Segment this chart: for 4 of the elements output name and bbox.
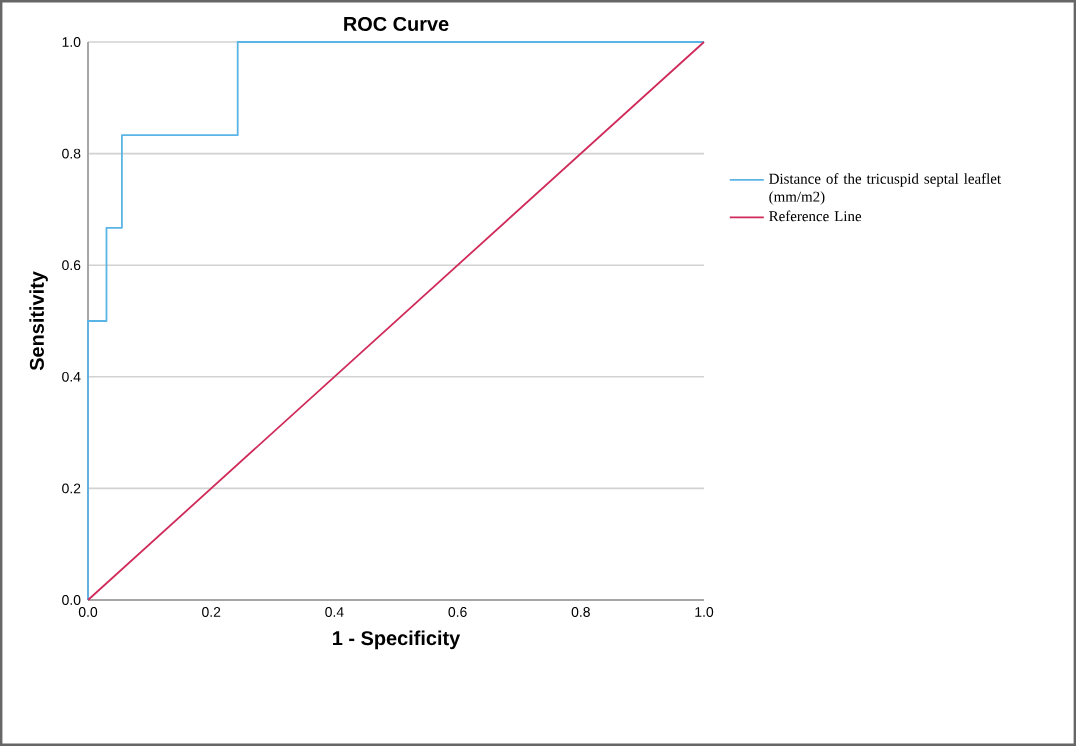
line-series	[87, 41, 705, 601]
chart-title: ROC Curve	[344, 16, 449, 31]
y-axis-title: Sensitivity	[29, 271, 48, 371]
x-axis-title: 1 - Specificity	[333, 630, 461, 650]
